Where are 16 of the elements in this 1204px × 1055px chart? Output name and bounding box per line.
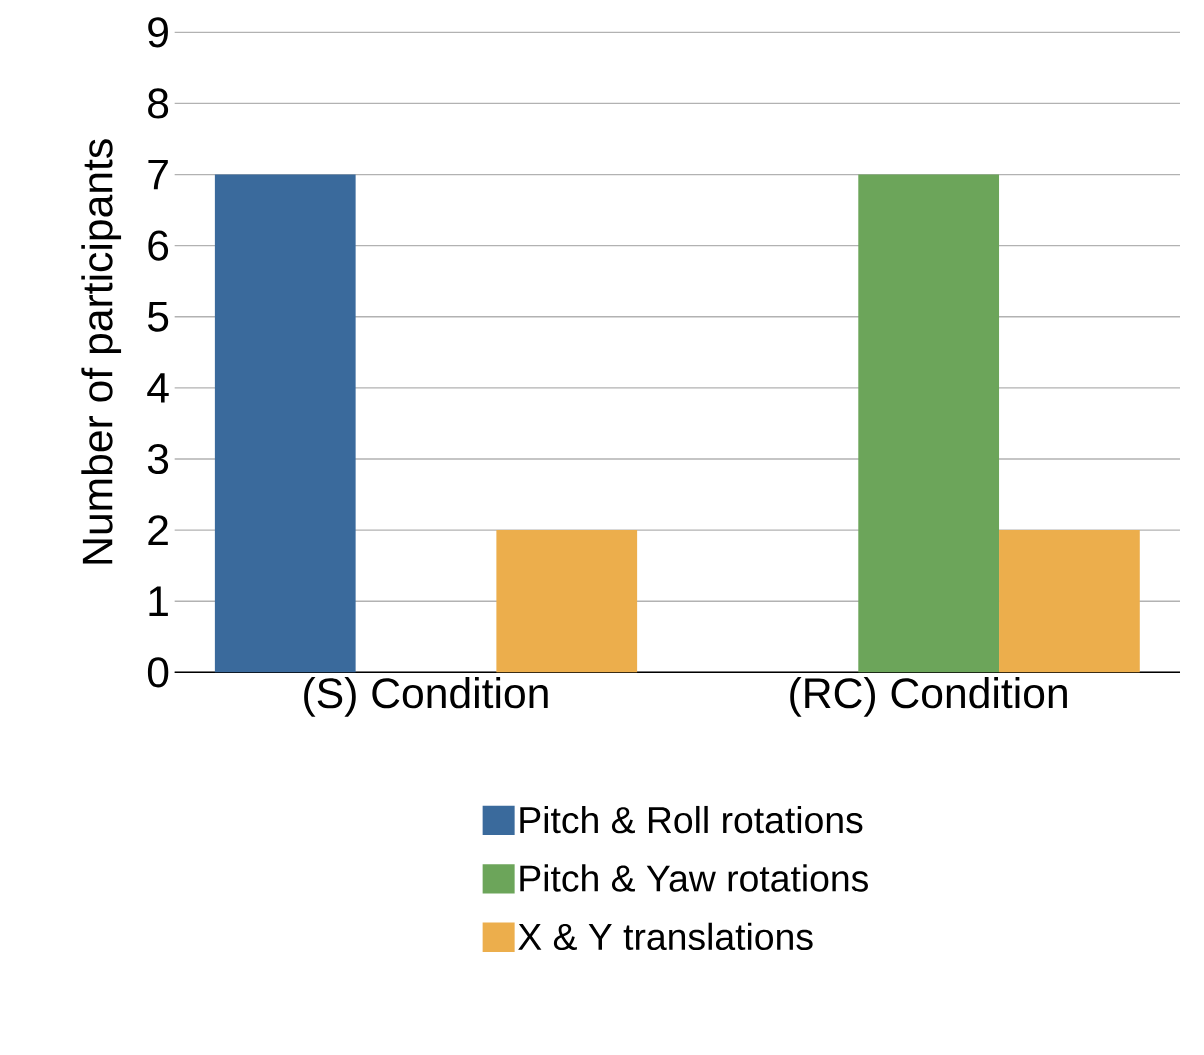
y-tick-label: 7 xyxy=(148,159,168,190)
y-tick-label: 6 xyxy=(148,230,169,261)
y-tick-label: 0 xyxy=(147,657,169,688)
legend-label: Pitch & Roll rotations xyxy=(520,805,863,834)
legend-label: Pitch & Yaw rotations xyxy=(520,864,868,892)
y-tick-label: 9 xyxy=(148,17,168,48)
y-tick-label: 1 xyxy=(149,586,168,616)
y-axis-title: Number of participants xyxy=(81,139,122,564)
y-tick-label: 5 xyxy=(147,301,169,332)
y-tick-label: 3 xyxy=(147,443,169,475)
legend-label: X & Y translations xyxy=(518,922,813,951)
y-tick-label: 4 xyxy=(147,373,169,403)
y-tick-label: 2 xyxy=(148,515,168,545)
y-tick-label: 8 xyxy=(148,88,169,119)
x-tick-label: (S) Condition xyxy=(304,677,548,717)
x-tick-label: (RC) Condition xyxy=(790,677,1067,717)
